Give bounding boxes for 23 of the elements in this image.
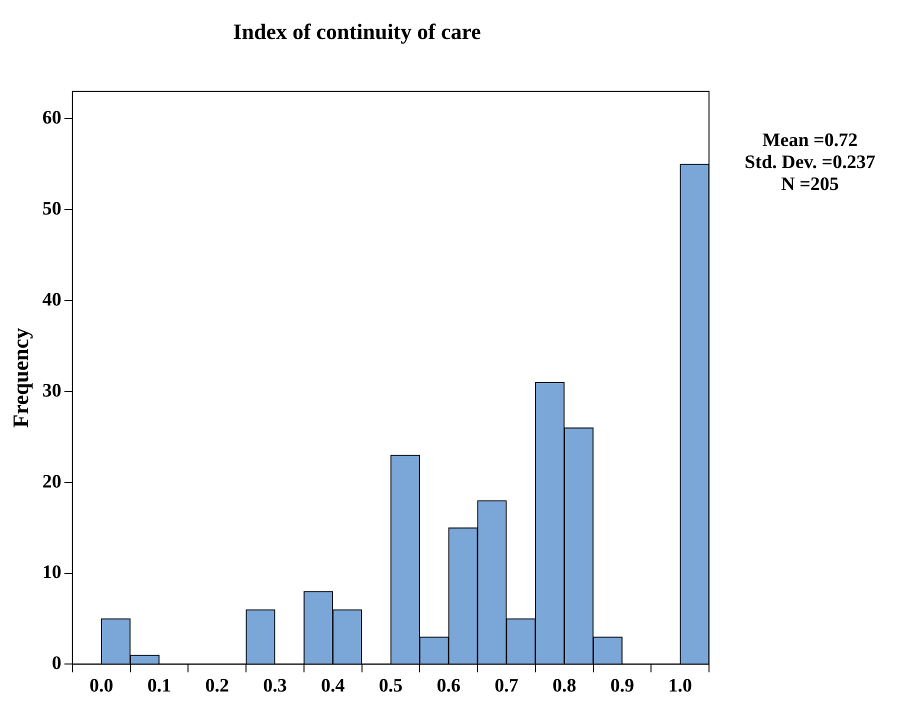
x-tick-label: 0.8 <box>552 676 576 697</box>
x-tick-label: 0.4 <box>320 676 346 697</box>
x-tick-label: 0.5 <box>378 676 403 697</box>
y-tick-label: 0 <box>52 653 62 674</box>
y-tick-label: 50 <box>42 198 62 220</box>
text: Std. Dev. =0.237 <box>744 152 876 174</box>
y-tick-label: 60 <box>42 108 62 129</box>
chart-title: Index of continuity of care <box>233 18 482 44</box>
x-tick-label: 0.0 <box>89 676 114 697</box>
y-axis-title: Frequency <box>8 328 33 428</box>
x-tick-label: 0.1 <box>147 676 172 697</box>
text: N =205 <box>780 174 840 196</box>
y-tick-label: 30 <box>42 380 62 402</box>
x-tick-label: 1.0 <box>668 676 692 697</box>
x-tick-label: 0.2 <box>205 676 229 697</box>
x-tick-label: 0.3 <box>263 676 287 697</box>
x-tick-label: 0.9 <box>610 676 634 697</box>
text: Mean =0.72 <box>761 130 859 152</box>
x-tick-label: 0.6 <box>436 676 460 697</box>
x-tick-label: 0.7 <box>494 676 519 697</box>
y-tick-label: 10 <box>42 562 62 584</box>
y-tick-label: 20 <box>42 471 62 492</box>
y-tick-label: 40 <box>42 289 62 310</box>
